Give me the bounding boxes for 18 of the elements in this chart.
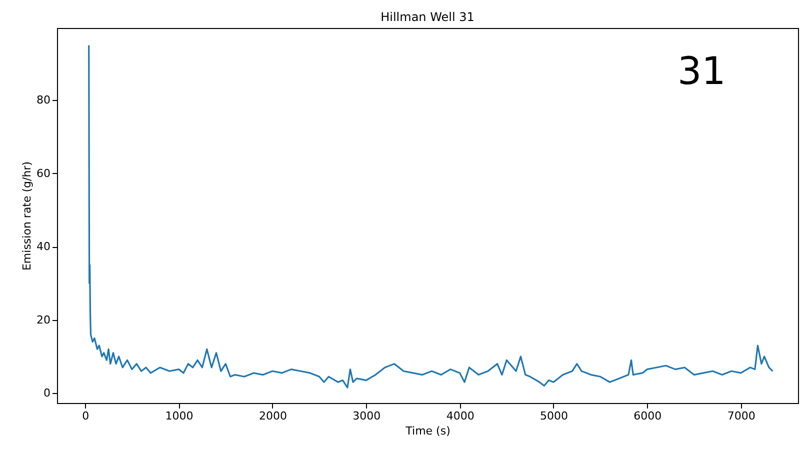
y-tick-label: 0 [44, 386, 50, 400]
y-tick-label: 20 [36, 313, 50, 326]
x-tick-label: 1000 [165, 410, 194, 422]
y-tick-label: 40 [36, 240, 50, 254]
x-tick-label: 2000 [258, 410, 287, 422]
x-tick-label: 0 [82, 410, 90, 422]
annotation: 31 [677, 49, 726, 93]
x-axis-title: Time (s) [404, 424, 450, 438]
y-tick-label: 80 [36, 94, 50, 107]
y-axis-title: Emission rate (g/hr) [20, 161, 34, 271]
line-series [88, 44, 774, 388]
x-tick-label: 6000 [634, 410, 662, 422]
chart-title: Hillman Well 31 [380, 10, 474, 24]
x-tick-label: 5000 [540, 410, 568, 422]
x-tick-label: 3000 [352, 410, 381, 422]
x-tick-label: 4000 [446, 410, 474, 422]
y-tick-label: 60 [36, 166, 50, 180]
x-tick-label: 7000 [727, 410, 756, 422]
